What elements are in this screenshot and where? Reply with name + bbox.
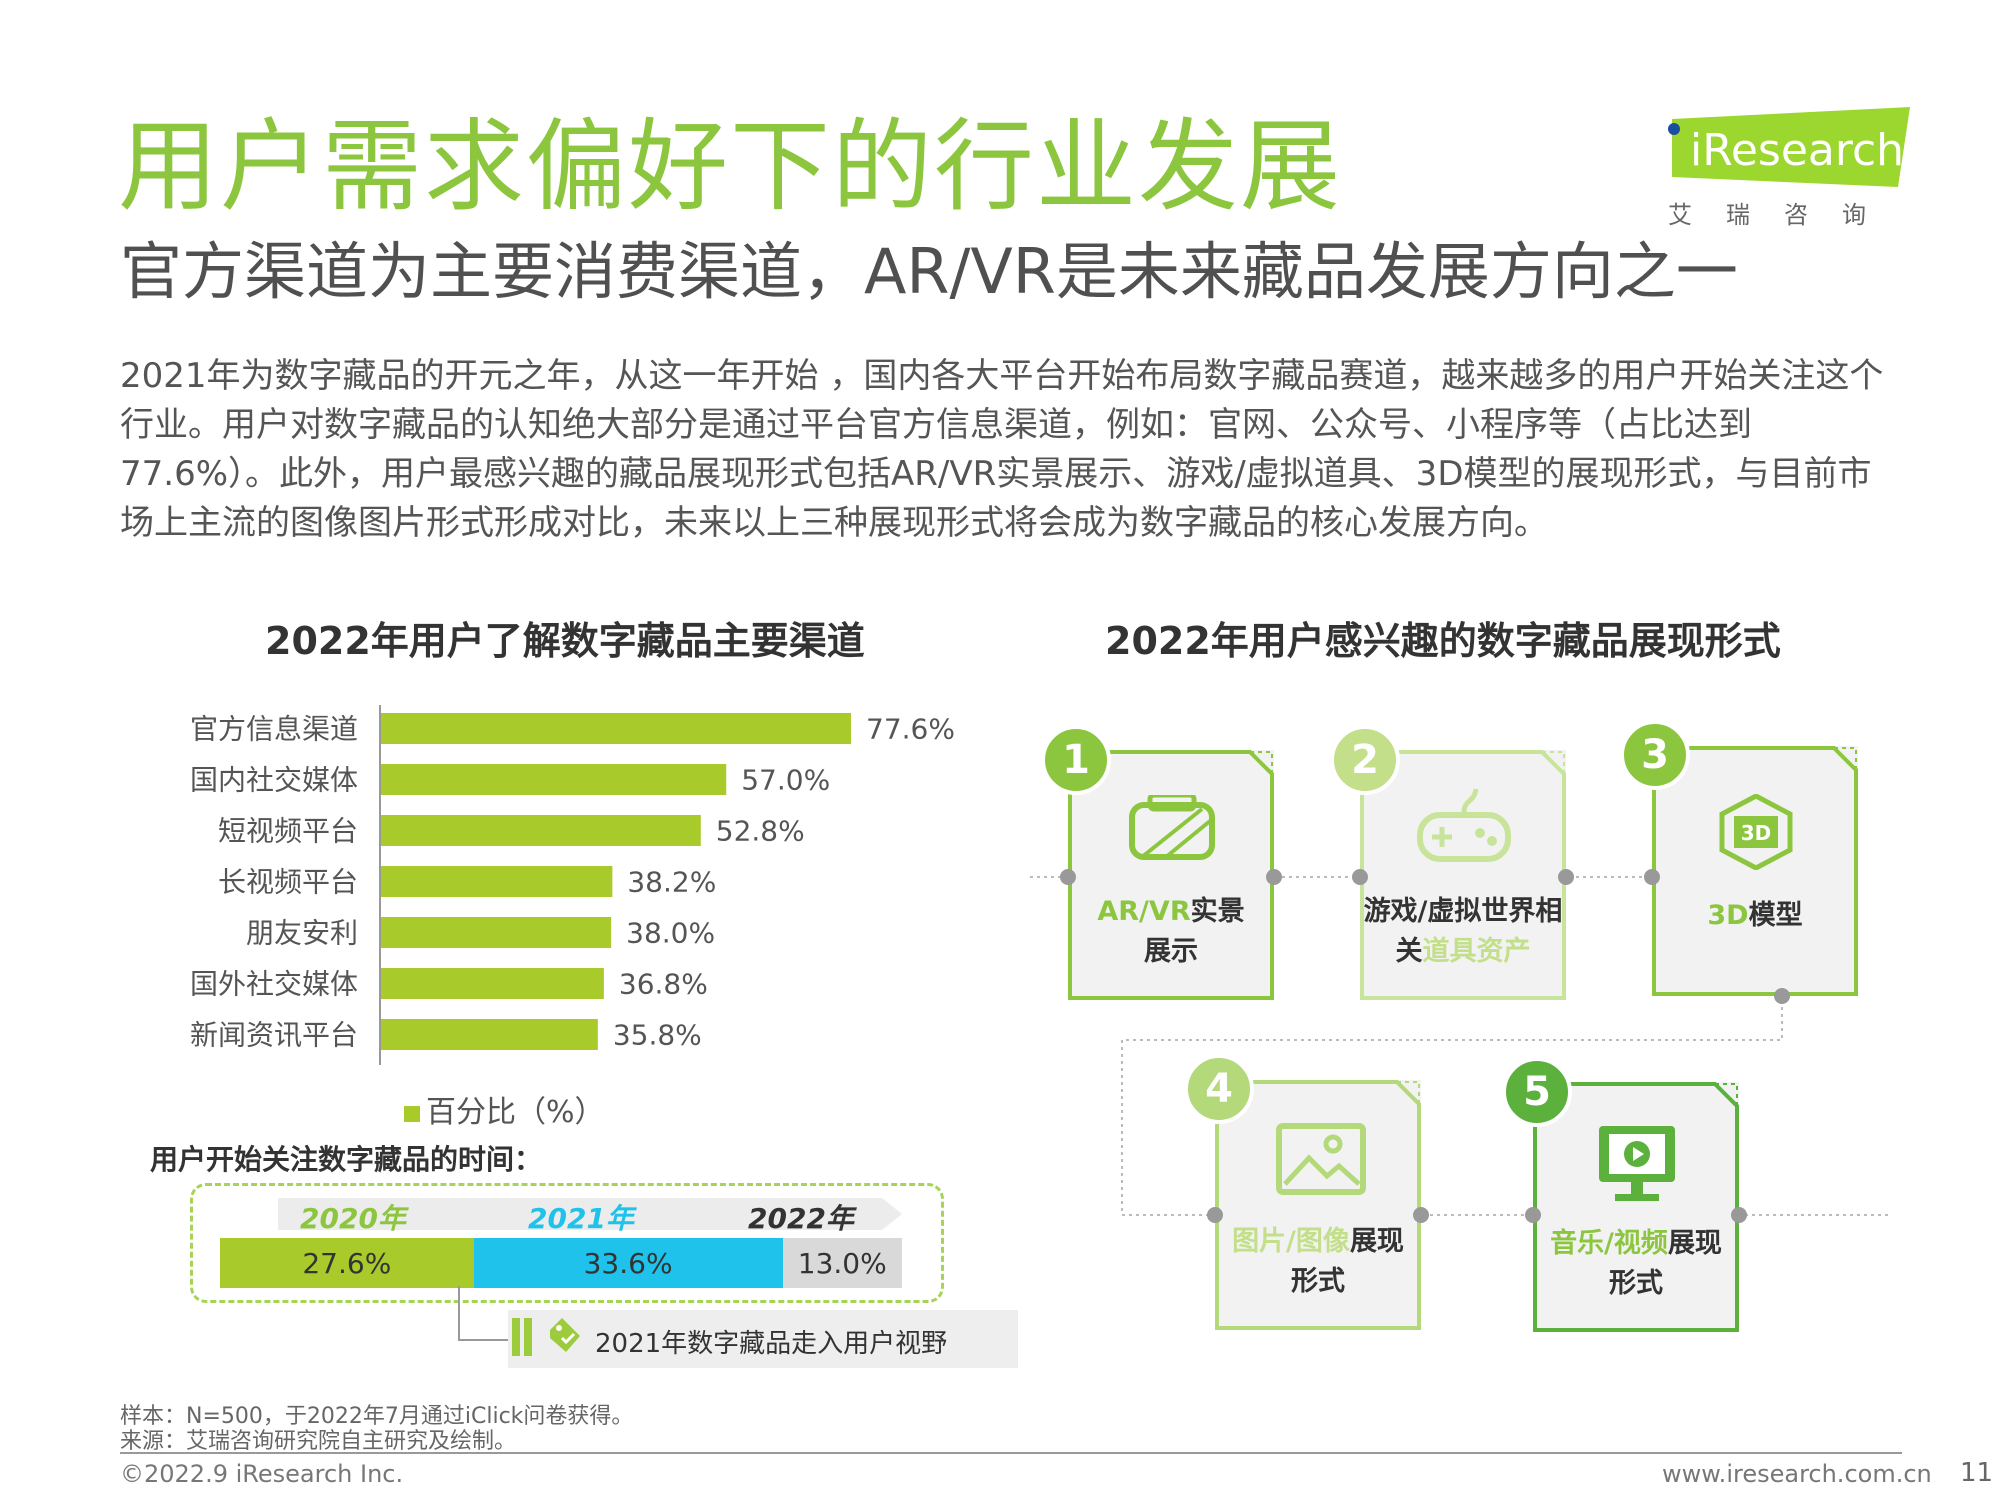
page-number: 11 [1960,1458,1994,1488]
channel-category-label: 长视频平台 [218,866,358,899]
footer-divider [120,1452,1902,1454]
annotation-connector [458,1286,511,1341]
forms-chart-title: 2022年用户感兴趣的数字藏品展现形式 [1105,619,1781,663]
3d-cube-icon: 3D [1719,794,1793,870]
image-icon [1276,1123,1366,1195]
intro-paragraph: 2021年为数字藏品的开元之年，从这一年开始 ，国内各大平台开始布局数字藏品赛道… [120,356,1884,543]
copyright: ©2022.9 iResearch Inc. [120,1460,404,1488]
form-card-image: 图片/图像展现 形式 [1215,1080,1421,1330]
form-label: AR/VR实景 展示 [1097,896,1245,967]
connector-dot [1558,869,1574,885]
attention-time-box [190,1183,944,1303]
form-card-music-video: 音乐/视频展现 形式 [1533,1082,1739,1332]
channel-value-label: 38.0% [626,917,715,950]
channel-category-label: 新闻资讯平台 [190,1019,358,1052]
channel-bar [381,764,727,795]
channel-category-label: 国外社交媒体 [190,968,358,1001]
source-note: 来源：艾瑞咨询研究院自主研究及绘制。 [120,1429,517,1454]
connector-dot [1266,869,1282,885]
channel-bar [381,815,701,846]
logo-banner-shape [1672,107,1910,187]
connector-dot [1525,1207,1541,1223]
card-frame [1360,750,1566,1000]
logo-brand-text: iResearch [1690,125,1905,176]
channel-value-label: 57.0% [741,764,830,797]
channel-value-label: 35.8% [613,1019,702,1052]
channel-bar-chart: 官方信息渠道 77.6% 国内社交媒体 57.0% 短视频平台 52.8% 长视频平台 38.… [190,705,955,1065]
svg-text:3D: 3D [1741,821,1772,845]
channel-value-label: 77.6% [866,713,955,746]
channel-category-label: 国内社交媒体 [190,764,358,797]
channel-legend: 百分比（%） [404,1087,605,1131]
form-number-badge: 3 [1620,720,1690,790]
connector-dot [1644,869,1660,885]
card-frame [1068,750,1274,1000]
channel-value-label: 52.8% [716,815,805,848]
connector-dot [1207,1207,1223,1223]
iresearch-logo: iResearch 艾瑞咨询 [1660,105,1910,229]
form-label: 图片/图像展现 形式 [1232,1226,1404,1297]
channel-bar [381,1019,598,1050]
form-number-badge: 5 [1502,1057,1572,1127]
page-title: 用户需求偏好下的行业发展 [118,108,1342,225]
form-label: 音乐/视频展现 形式 [1550,1228,1722,1299]
page-subtitle: 官方渠道为主要消费渠道，AR/VR是未来藏品发展方向之一 [120,235,1738,308]
annotation-bar-icon [524,1318,532,1356]
segment-2021: 33.6% [473,1238,783,1288]
connector-dot [1352,869,1368,885]
form-label: 3D模型 [1707,900,1803,931]
legend-swatch [404,1106,420,1122]
logo-dot-icon [1668,123,1680,135]
annotation-box [508,1310,1018,1368]
form-number-badge: 1 [1041,725,1111,795]
connector-dot [1060,869,1076,885]
year-arrow-band [278,1198,902,1230]
segment-2020: 27.6% [220,1238,474,1288]
channel-bar [381,866,613,897]
annotation-bar-icon [512,1318,520,1356]
channel-bar [381,917,612,948]
channel-chart-title: 2022年用户了解数字藏品主要渠道 [265,619,865,663]
channel-value-label: 36.8% [619,968,708,1001]
video-monitor-icon [1599,1126,1675,1201]
logo-sub-text: 艾瑞咨询 [1668,201,1900,229]
year-2022-label: 2022年 [748,1202,854,1235]
segment-2022: 13.0% [782,1238,902,1288]
connector-dot [1413,1207,1429,1223]
channel-bar [381,968,604,999]
form-number-badge: 2 [1330,725,1400,795]
channel-category-label: 官方信息渠道 [190,713,358,746]
vr-headset-icon [1129,795,1215,860]
annotation-text: 2021年数字藏品走入用户视野 [595,1329,948,1359]
form-label: 游戏/虚拟世界相 关道具资产 [1363,896,1563,967]
form-card-3d: 3D 3D模型 [1652,746,1858,996]
channel-category-label: 朋友安利 [246,917,358,950]
gamepad-icon [1417,788,1511,862]
year-2020-label: 2020年 [300,1202,406,1235]
attention-time-title: 用户开始关注数字藏品的时间： [150,1143,543,1176]
form-number-badge: 4 [1184,1054,1254,1124]
connector-dot [1774,988,1790,1004]
form-card-ar-vr: AR/VR实景 展示 [1068,750,1274,1000]
website-url: www.iresearch.com.cn [1662,1460,1932,1488]
connector-dot [1731,1207,1747,1223]
legend-label: 百分比（%） [426,1095,605,1130]
tag-icon [550,1318,580,1352]
sample-note: 样本：N=500，于2022年7月通过iClick问卷获得。 [120,1404,634,1429]
channel-value-label: 38.2% [627,866,716,899]
card-frame [1652,746,1858,996]
form-card-game: 游戏/虚拟世界相 关道具资产 [1360,750,1566,1000]
channel-bar [381,713,851,744]
channel-category-label: 短视频平台 [218,815,358,848]
year-2021-label: 2021年 [528,1202,634,1235]
